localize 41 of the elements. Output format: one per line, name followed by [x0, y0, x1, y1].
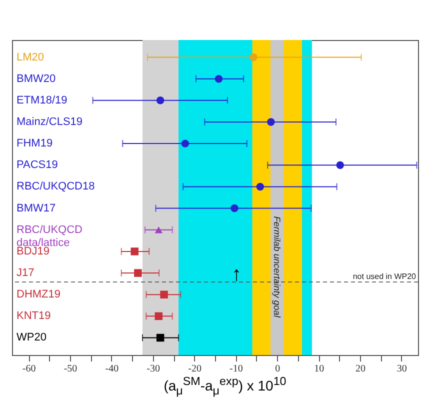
y-tick-label: DHMZ19: [16, 288, 61, 301]
band-label: Fermilab uncertainty goal: [272, 216, 282, 318]
point: [250, 53, 258, 62]
x-tick-label: 0: [275, 364, 280, 374]
point: [214, 74, 223, 83]
point: [256, 182, 264, 191]
point: [156, 334, 164, 342]
point: [230, 204, 238, 212]
y-tick-label: BMW20: [16, 72, 56, 85]
point: [156, 96, 164, 104]
annotation: ↑: [232, 264, 242, 286]
y-tick-label: KNT19: [16, 310, 51, 322]
x-axis-title: (a$_{μ}$$^{SM}$-a$_{μ}$$^{exp}$) x 10$^{10}$: [162, 374, 288, 400]
y-tick-label: ETM18/19: [16, 94, 68, 106]
point: [181, 140, 190, 148]
x-tick-label: -50: [64, 364, 78, 374]
point: [154, 226, 163, 234]
x-tick-label: -20: [188, 364, 202, 374]
point: [160, 290, 168, 298]
x-tick-label: -10: [230, 364, 243, 374]
y-tick-label: WP20: [16, 332, 46, 344]
y-tick-label: Mainz/CLS19: [16, 116, 83, 128]
x-tick-label: -60: [22, 364, 36, 374]
point: [267, 118, 275, 126]
x-tick-label: 30: [396, 364, 407, 374]
y-tick-label: BDJ19: [16, 245, 50, 258]
x-tick-label: 20: [356, 364, 366, 374]
y-tick-label: LM20: [16, 51, 44, 64]
x-tick-label: 10: [314, 364, 324, 374]
point: [130, 248, 138, 256]
y-tick-label: BMW17: [16, 202, 56, 214]
y-tick-label: PACS19: [16, 159, 58, 172]
y-tick-label: FHM19: [16, 138, 53, 150]
point: [134, 269, 142, 277]
ref-line-label: not used in WP20: [352, 272, 417, 281]
point: [154, 312, 163, 320]
x-tick-label: -40: [105, 364, 119, 374]
point: [336, 161, 344, 169]
x-tick-label: -30: [146, 364, 160, 374]
y-tick-label: J17: [16, 267, 34, 280]
y-tick-label: RBC/UKQCD18: [16, 180, 95, 193]
